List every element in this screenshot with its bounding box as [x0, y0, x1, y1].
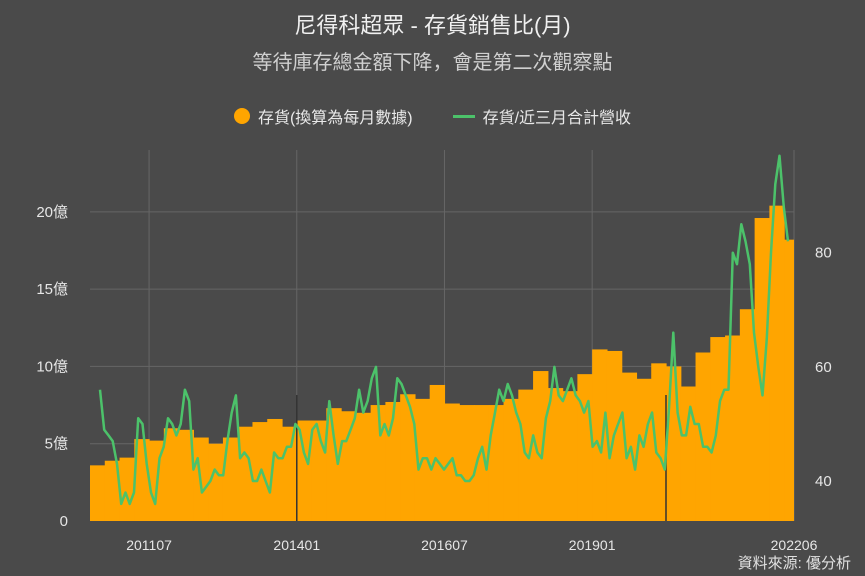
inventory-bar: [577, 374, 593, 521]
y-left-tick-label: 20億: [36, 204, 68, 221]
legend-item-ratio[interactable]: 存貨/近三月合計營收: [452, 104, 632, 128]
x-tick-label: 201107: [126, 537, 172, 553]
inventory-bar: [666, 366, 682, 521]
inventory-bar: [400, 394, 416, 521]
inventory-bar: [739, 309, 756, 521]
x-tick-label: 201901: [569, 537, 616, 553]
y-left-tick-label: 5億: [45, 436, 68, 453]
inventory-bar: [444, 403, 460, 521]
inventory-bar: [341, 411, 357, 521]
inventory-bar: [488, 405, 505, 521]
chart-subtitle: 等待庫存總金額下降，會是第二次觀察點: [252, 52, 613, 74]
inventory-bar: [651, 363, 667, 521]
inventory-bar: [355, 412, 372, 521]
inventory-bar: [636, 378, 652, 521]
y-left-tick-label: 10億: [36, 358, 68, 375]
inventory-bar: [474, 405, 490, 521]
legend-item-inventory[interactable]: 存貨(換算為每月數據): [233, 104, 413, 128]
y-left-tick-label: 0: [60, 513, 68, 530]
inventory-bar: [695, 352, 711, 521]
x-tick-label: 201607: [421, 537, 468, 553]
inventory-bar: [104, 460, 121, 521]
x-tick-label: 202206: [771, 537, 818, 553]
inventory-bar: [459, 405, 475, 521]
inventory-bar: [754, 218, 770, 521]
inventory-bar: [90, 465, 106, 521]
inventory-bar: [429, 384, 446, 521]
inventory-bar: [680, 386, 697, 521]
inventory-bar: [163, 428, 180, 521]
legend-bar-swatch: [233, 108, 250, 124]
inventory-bar: [592, 349, 608, 521]
inventory-bar: [267, 418, 283, 521]
y-right-tick-label: 40: [815, 473, 832, 490]
inventory-bar: [784, 239, 794, 522]
inventory-bar: [725, 335, 741, 521]
y-left-tick-label: 15億: [36, 281, 68, 298]
inventory-bar: [370, 405, 386, 521]
inventory-bar: [710, 337, 726, 521]
inventory-bar: [533, 371, 549, 521]
ratio-line: [98, 154, 790, 506]
chart-title: 尼得科超眾 - 存貨銷售比(月): [294, 13, 571, 38]
legend-label-inventory: 存貨(換算為每月數據): [257, 110, 413, 127]
inventory-bar: [282, 426, 298, 521]
y-right-tick-label: 80: [815, 245, 832, 262]
inventory-bar: [119, 457, 135, 521]
inventory-bar: [562, 391, 578, 521]
inventory-bar: [178, 429, 194, 521]
inventory-bar: [621, 372, 638, 521]
inventory-bar: [503, 398, 519, 521]
inventory-bar: [769, 205, 785, 521]
legend-label-ratio: 存貨/近三月合計營收: [482, 110, 632, 127]
inventory-bar: [208, 443, 224, 521]
legend-line-swatch: [452, 114, 475, 118]
inventory-bar: [296, 420, 313, 521]
x-tick-label: 201401: [273, 537, 320, 553]
inventory-bar: [237, 426, 254, 521]
y-right-tick-label: 60: [815, 359, 832, 376]
legend: 存貨(換算為每月數據) 存貨/近三月合計營收: [0, 104, 865, 128]
data-source: 資料來源: 優分析: [737, 555, 851, 572]
inventory-bar: [547, 388, 564, 521]
inventory-bar: [326, 408, 342, 521]
inventory-bar: [222, 437, 239, 521]
